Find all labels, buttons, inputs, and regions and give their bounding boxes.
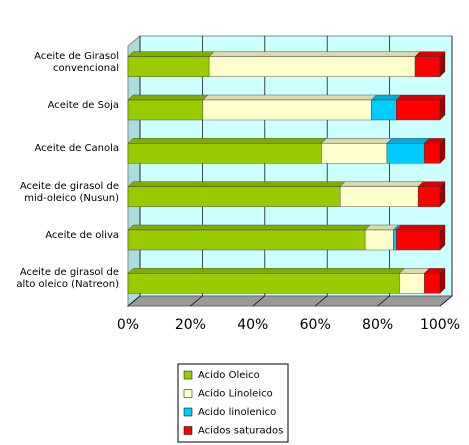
back-wall bbox=[139, 35, 453, 297]
bar bbox=[208, 56, 416, 77]
legend-label: Acido Oleico bbox=[198, 370, 260, 381]
bar-side bbox=[439, 137, 446, 164]
bar bbox=[371, 99, 397, 121]
grid-line bbox=[377, 36, 390, 307]
bar-top bbox=[386, 138, 430, 144]
bar-top bbox=[395, 94, 446, 101]
bar bbox=[339, 186, 419, 207]
bar-top bbox=[127, 138, 327, 144]
bar-top bbox=[127, 181, 346, 187]
bar bbox=[399, 273, 425, 294]
bar bbox=[424, 273, 441, 294]
bar bbox=[202, 99, 372, 121]
bar-top bbox=[127, 94, 209, 101]
y-tick-label: Aceite de oliva bbox=[45, 230, 119, 241]
bar-top bbox=[127, 268, 405, 274]
bar-top bbox=[208, 51, 421, 57]
legend-swatch bbox=[183, 407, 193, 417]
bar bbox=[127, 186, 341, 207]
x-tick-label: 20% bbox=[175, 317, 206, 333]
bar-top bbox=[395, 224, 446, 231]
bar bbox=[321, 143, 388, 164]
y-tick-label: Aceite de Girasol convencional bbox=[34, 50, 119, 74]
legend-swatch bbox=[183, 389, 193, 398]
bar bbox=[417, 186, 441, 207]
x-tick-label: 80% bbox=[362, 317, 393, 333]
bar bbox=[364, 229, 394, 251]
grid-line bbox=[439, 36, 453, 307]
bar-top bbox=[127, 224, 371, 231]
bar-top bbox=[127, 51, 215, 57]
bar bbox=[393, 229, 397, 251]
bar bbox=[414, 56, 441, 77]
bar-side bbox=[439, 224, 446, 251]
grid-line bbox=[190, 36, 203, 307]
bar-top bbox=[320, 138, 393, 144]
bar bbox=[396, 99, 441, 121]
grid-line bbox=[314, 36, 328, 307]
x-tick-label: 0% bbox=[117, 317, 139, 333]
legend-label: Acido Linoleico bbox=[198, 389, 273, 400]
bar bbox=[127, 143, 322, 164]
x-tick-label: 40% bbox=[237, 317, 268, 333]
legend-swatch bbox=[183, 426, 193, 435]
bar-side bbox=[439, 267, 446, 294]
y-tick-label: Aceite de Canola bbox=[34, 143, 120, 155]
bar-top bbox=[202, 94, 377, 101]
x-tick-label: 60% bbox=[300, 317, 331, 333]
x-tick-label: 100% bbox=[420, 317, 460, 333]
bar-side bbox=[439, 51, 446, 78]
bar-side bbox=[439, 181, 446, 208]
bar-top bbox=[364, 224, 399, 231]
y-tick-label: Aceite de Soja bbox=[47, 100, 119, 111]
grid-line bbox=[252, 36, 266, 307]
grid-line bbox=[127, 36, 141, 307]
y-tick-label: Aceite de girasol de alto oleico (Natreo… bbox=[16, 267, 119, 291]
bar bbox=[424, 143, 441, 164]
bar bbox=[127, 56, 210, 77]
legend-label: Acidos saturados bbox=[198, 426, 283, 437]
bar bbox=[396, 229, 441, 251]
bar bbox=[127, 99, 204, 121]
legend-box bbox=[177, 363, 289, 443]
bar bbox=[386, 143, 425, 164]
legend-swatch bbox=[183, 370, 193, 380]
bar bbox=[127, 273, 400, 294]
y-tick-label: Aceite de girasol de mid-oleico (Nusun) bbox=[19, 180, 119, 204]
bar bbox=[127, 229, 366, 251]
bar-top bbox=[339, 181, 424, 187]
floor bbox=[126, 295, 454, 307]
bar-side bbox=[439, 94, 446, 121]
legend-label: Acido linolenico bbox=[198, 407, 276, 418]
